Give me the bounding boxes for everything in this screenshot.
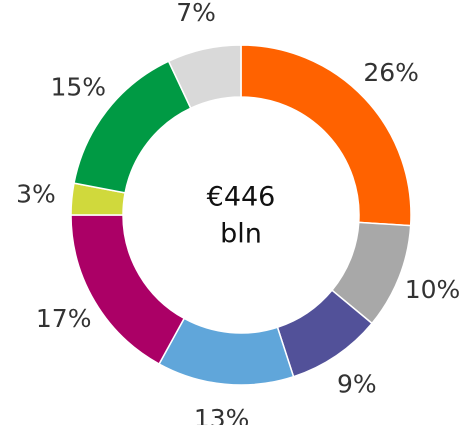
value-label: 9%: [337, 369, 377, 398]
value-label: 15%: [50, 73, 106, 102]
center-label: bln: [220, 219, 262, 250]
center-label: €446: [207, 182, 276, 213]
value-label: 3%: [16, 180, 56, 209]
value-label: 7%: [176, 0, 216, 27]
value-label: 13%: [194, 404, 250, 425]
donut-segment: [70, 214, 186, 365]
value-label: 10%: [405, 275, 461, 304]
donut-segment: [167, 44, 242, 110]
value-label: 26%: [363, 58, 419, 87]
value-label: 17%: [36, 304, 92, 333]
